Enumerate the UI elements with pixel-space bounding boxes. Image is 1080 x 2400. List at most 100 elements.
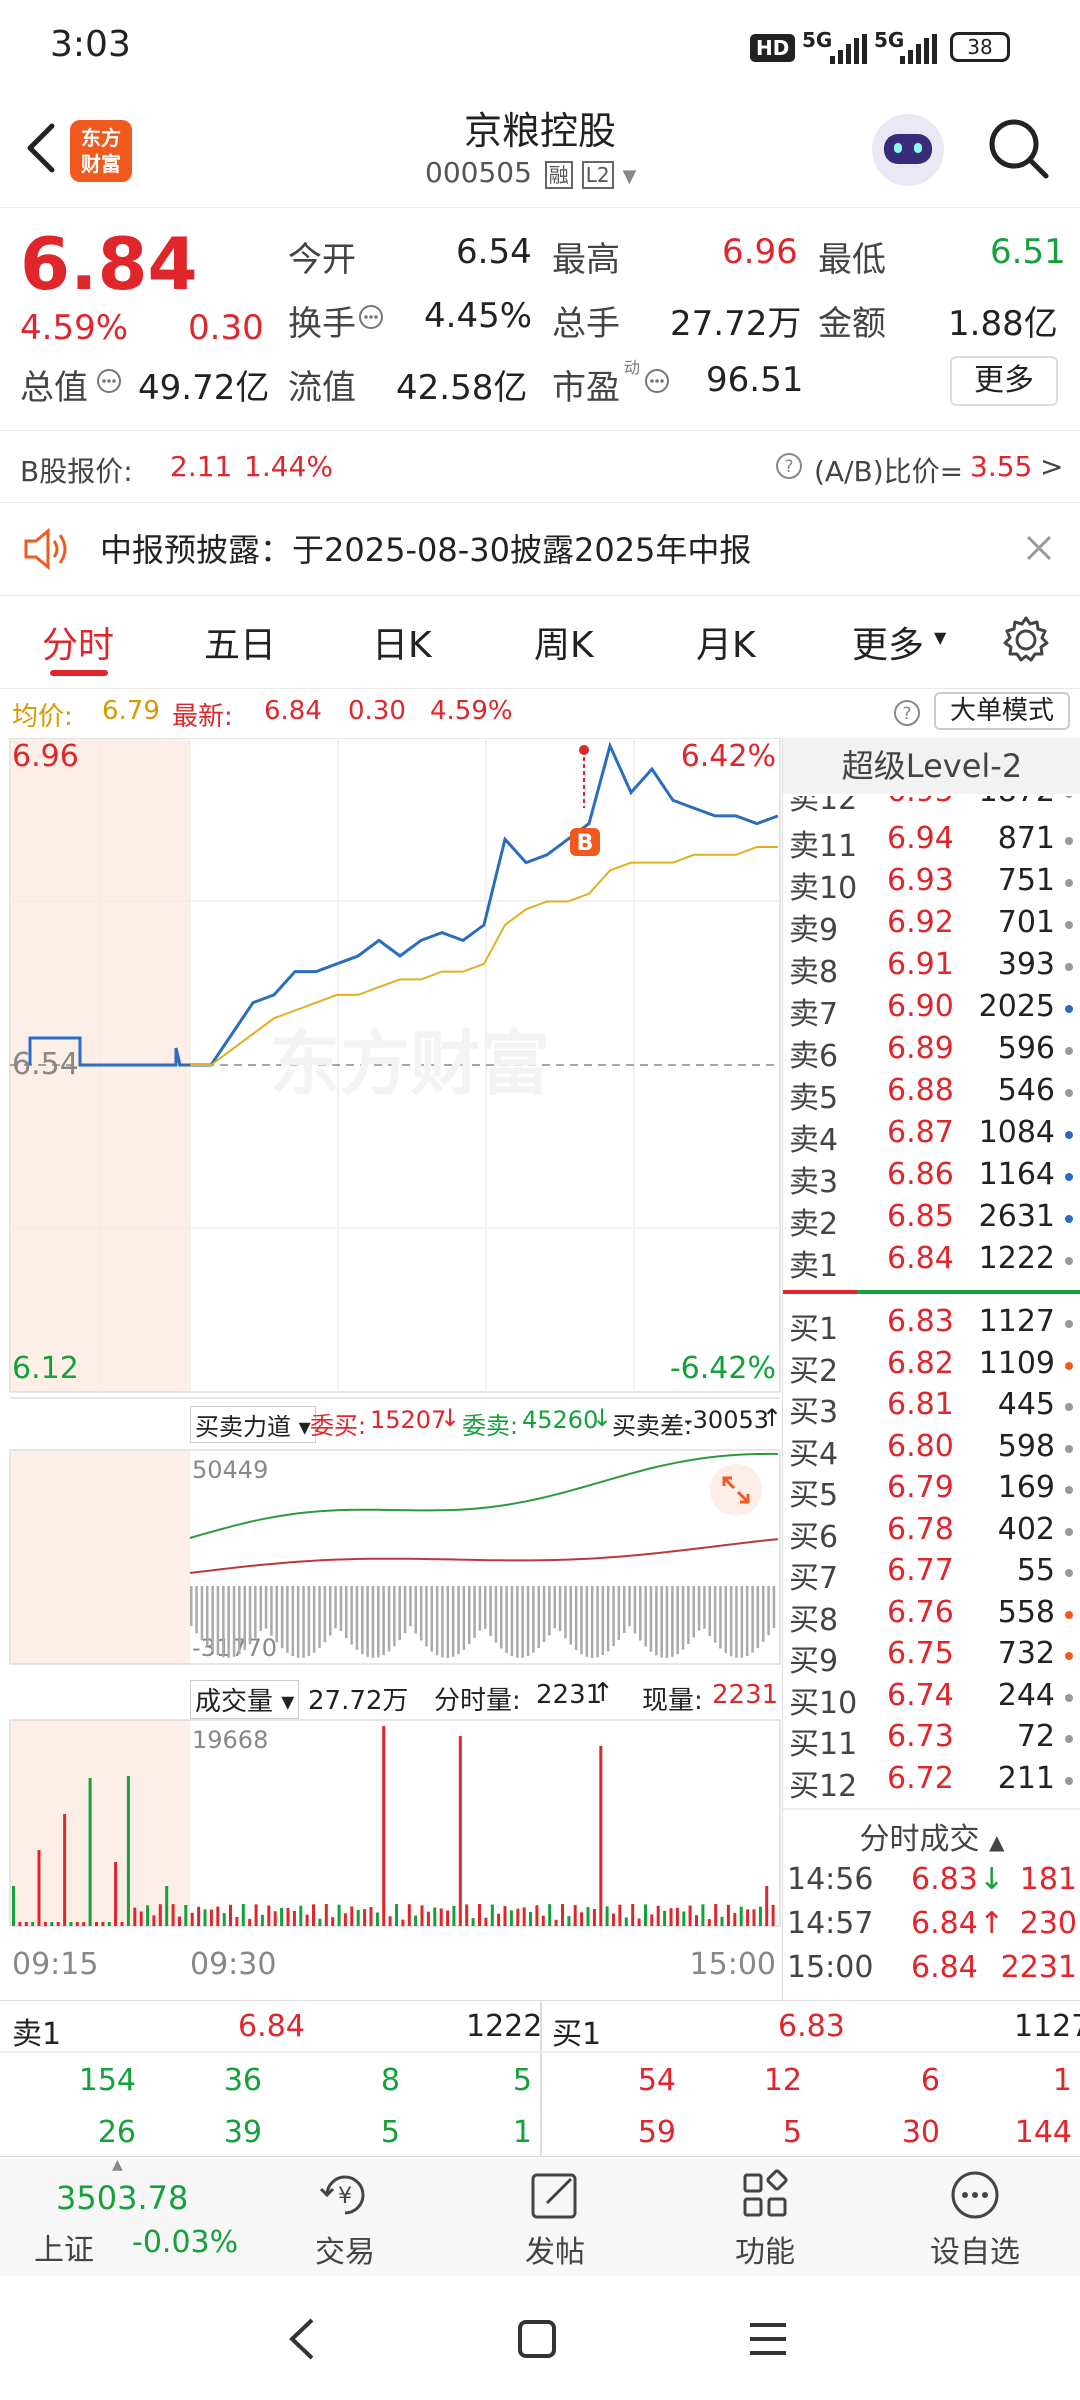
sell-level-row[interactable]: 卖6 6.89 596 — [783, 1031, 1080, 1071]
volume-bar — [197, 1906, 201, 1926]
preopen-line — [28, 1036, 190, 1067]
sell-level-row[interactable]: 卖12 6.95 1872 — [783, 796, 1080, 816]
expand-icon[interactable] — [722, 1476, 750, 1504]
buy-level-row[interactable]: 买10 6.74 244 — [783, 1678, 1080, 1721]
volume-bar — [190, 1912, 194, 1926]
nav-menu-icon[interactable] — [746, 2320, 790, 2358]
tab-more[interactable]: 更多 — [852, 625, 925, 666]
volume-bar — [343, 1913, 347, 1926]
back-arrow-icon[interactable] — [20, 120, 60, 176]
level-price: 6.85 — [887, 1199, 954, 1234]
post-button[interactable]: 发帖 — [500, 2157, 610, 2277]
buy-level-row[interactable]: 买5 6.79 169 — [783, 1470, 1080, 1513]
volume-bars — [12, 1726, 775, 1926]
buy-force-line — [189, 1452, 778, 1539]
sell-level-row[interactable]: 卖8 6.91 393 — [783, 947, 1080, 987]
hd-icon: HD — [750, 34, 796, 62]
add-watchlist-button[interactable]: 设自选 — [910, 2157, 1040, 2277]
app-logo: 东方 财富 — [70, 120, 132, 182]
function-button[interactable]: 功能 — [710, 2157, 820, 2277]
buy-level-row[interactable]: 买11 6.73 72 — [783, 1719, 1080, 1762]
chevron-right-icon[interactable]: > — [1040, 450, 1064, 483]
sell-level-row[interactable]: 卖3 6.86 1164 — [783, 1157, 1080, 1197]
level-price: 6.72 — [887, 1760, 954, 1796]
robot-avatar-icon[interactable] — [872, 114, 944, 186]
buy-level-row[interactable]: 买8 6.76 558 — [783, 1595, 1080, 1638]
gear-icon[interactable] — [1000, 614, 1052, 666]
order-book-header[interactable]: 超级Level-2 — [783, 738, 1080, 794]
level-price: 6.77 — [887, 1553, 954, 1588]
force-histogram-bar — [243, 1586, 246, 1650]
sell-level-row[interactable]: 卖1 6.84 1222 — [783, 1241, 1080, 1281]
help-icon[interactable]: ? — [774, 451, 804, 481]
queue-order-size: 39 — [223, 2115, 262, 2150]
buy-level-row[interactable]: 买1 6.83 1127 — [783, 1304, 1080, 1347]
buy-marker-badge[interactable] — [570, 828, 600, 856]
sell-level-row[interactable]: 卖7 6.90 2025 — [783, 989, 1080, 1029]
big-order-mode-button[interactable]: 大单模式 — [934, 692, 1070, 730]
force-histogram-bar — [307, 1586, 311, 1657]
force-histogram-bar — [724, 1586, 727, 1654]
sell-level-row[interactable]: 卖4 6.87 1084 — [783, 1115, 1080, 1155]
buy-level-row[interactable]: 买7 6.77 55 — [783, 1553, 1080, 1596]
sell-level-row[interactable]: 卖11 6.94 871 — [783, 821, 1080, 861]
tab-five-day[interactable]: 五日 — [204, 625, 277, 666]
search-icon[interactable] — [986, 116, 1052, 182]
trade-button[interactable]: ¥ 交易 — [290, 2157, 400, 2277]
volume-bar — [18, 1922, 22, 1926]
volume-bar — [637, 1918, 641, 1926]
volume-bar — [675, 1907, 679, 1926]
volume-bar — [407, 1904, 411, 1926]
volume-bar — [739, 1906, 743, 1926]
buy-level-row[interactable]: 买9 6.75 732 — [783, 1636, 1080, 1679]
info-dots-icon-3[interactable] — [644, 368, 670, 394]
level-dot-icon — [1065, 921, 1073, 929]
buy-level-row[interactable]: 买12 6.72 211 — [783, 1760, 1080, 1804]
level-label: 买8 — [789, 1602, 839, 1638]
sell-level-row[interactable]: 卖10 6.93 751 — [783, 863, 1080, 903]
buy-level-row[interactable]: 买4 6.80 598 — [783, 1429, 1080, 1472]
sell-level-row[interactable]: 卖2 6.85 2631 — [783, 1199, 1080, 1239]
tab-intraday[interactable]: 分时 — [42, 625, 115, 666]
level-volume: 1084 — [978, 1115, 1055, 1150]
sell-level-row[interactable]: 卖5 6.88 546 — [783, 1073, 1080, 1113]
trades-header[interactable]: 分时成交 ▲ — [783, 1814, 1080, 1858]
more-button[interactable]: 更多 — [950, 356, 1058, 406]
expand-icon-bg[interactable] — [710, 1464, 762, 1516]
tab-weekly-k[interactable]: 周K — [534, 625, 594, 666]
force-histogram-bar — [692, 1586, 695, 1638]
notice-bar[interactable]: 中报预披露：于2025-08-30披露2025年中报 — [0, 503, 1080, 595]
trade-volume: 2231 — [1000, 1950, 1077, 1985]
volume-selector[interactable]: 成交量 ▾ — [190, 1680, 300, 1719]
level-dot-icon — [1065, 1776, 1073, 1785]
force-histogram-bar — [639, 1586, 642, 1641]
buy-level-row[interactable]: 买3 6.81 445 — [783, 1387, 1080, 1430]
latest-label: 最新: — [172, 702, 233, 732]
tab-monthly-k[interactable]: 月K — [696, 625, 756, 666]
volume-bar — [701, 1904, 705, 1926]
nav-back-icon[interactable] — [282, 2316, 322, 2362]
index-ticker[interactable]: 3503.78 上证 -0.03% — [0, 2157, 260, 2277]
volume-bar — [465, 1904, 469, 1926]
force-histogram-bar — [238, 1586, 241, 1655]
buy-level-row[interactable]: 买6 6.78 402 — [783, 1511, 1080, 1555]
level-price: 6.94 — [887, 821, 954, 856]
volume-bar — [299, 1905, 303, 1926]
info-dots-icon-2[interactable] — [96, 368, 122, 394]
sell-level-row[interactable]: 卖9 6.92 701 — [783, 905, 1080, 945]
close-icon[interactable] — [1024, 533, 1054, 563]
amount-value: 1.88亿 — [948, 304, 1058, 344]
level-price: 6.78 — [887, 1511, 954, 1547]
nav-home-icon[interactable] — [516, 2318, 558, 2360]
force-selector[interactable]: 买卖力道 ▾ — [190, 1406, 316, 1443]
svg-text:¥: ¥ — [338, 2184, 352, 2209]
tab-daily-k[interactable]: 日K — [372, 625, 432, 666]
help-icon-2[interactable]: ? — [892, 698, 922, 728]
level-label: 卖9 — [789, 913, 839, 945]
intraday-chart[interactable]: 东方财富 6.96 6.54 6.12 6.42% -6.42% B 50449… — [0, 738, 782, 2000]
dropdown-icon[interactable]: ▼ — [622, 166, 637, 187]
volume-bar — [458, 1736, 462, 1926]
info-dots-icon[interactable] — [358, 304, 384, 330]
level-price: 6.87 — [887, 1115, 954, 1150]
buy-level-row[interactable]: 买2 6.82 1109 — [783, 1346, 1080, 1389]
